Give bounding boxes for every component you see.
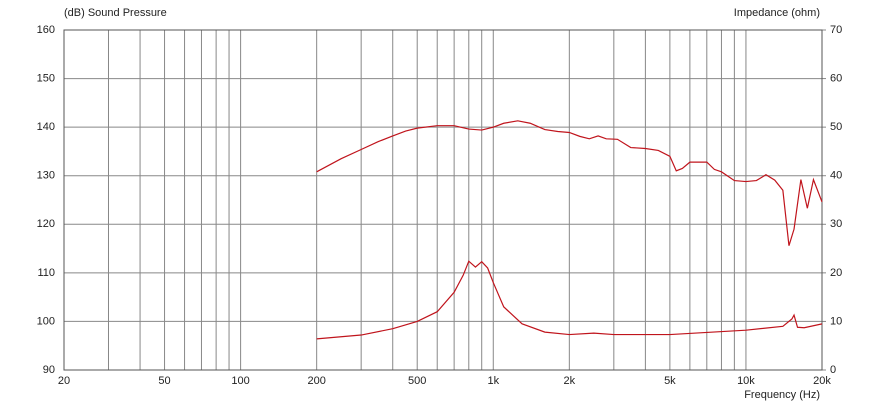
y2-tick-label: 0 [830, 364, 836, 376]
y2-tick-label: 10 [830, 315, 842, 327]
x-tick-label: 200 [307, 375, 325, 387]
chart-title: (dB) Sound Pressure [64, 7, 167, 19]
y-tick-label: 100 [37, 315, 55, 327]
y2-title: Impedance (ohm) [734, 7, 820, 19]
x-tick-label: 20 [58, 375, 70, 387]
y2-tick-label: 50 [830, 121, 842, 133]
y-tick-label: 150 [37, 72, 55, 84]
y2-tick-label: 20 [830, 267, 842, 279]
y2-tick-label: 40 [830, 170, 842, 182]
x-tick-label: 50 [158, 375, 170, 387]
x-tick-label: 1k [487, 375, 499, 387]
series-line [316, 260, 823, 340]
y-tick-label: 140 [37, 121, 55, 133]
x-axis-label: Frequency (Hz) [744, 389, 820, 401]
series-line [316, 120, 823, 246]
y2-tick-label: 30 [830, 218, 842, 230]
x-tick-label: 100 [231, 375, 249, 387]
y-tick-label: 120 [37, 218, 55, 230]
x-tick-label: 2k [564, 375, 576, 387]
plot-frame [63, 29, 823, 371]
y-tick-label: 110 [37, 267, 55, 279]
x-tick-label: 5k [664, 375, 676, 387]
y-tick-label: 160 [37, 24, 55, 36]
y2-tick-label: 60 [830, 72, 842, 84]
x-tick-label: 500 [408, 375, 426, 387]
y-tick-label: 90 [43, 364, 55, 376]
x-tick-label: 10k [737, 375, 755, 387]
x-tick-label: 20k [813, 375, 831, 387]
y-tick-label: 130 [37, 170, 55, 182]
y2-tick-label: 70 [830, 24, 842, 36]
